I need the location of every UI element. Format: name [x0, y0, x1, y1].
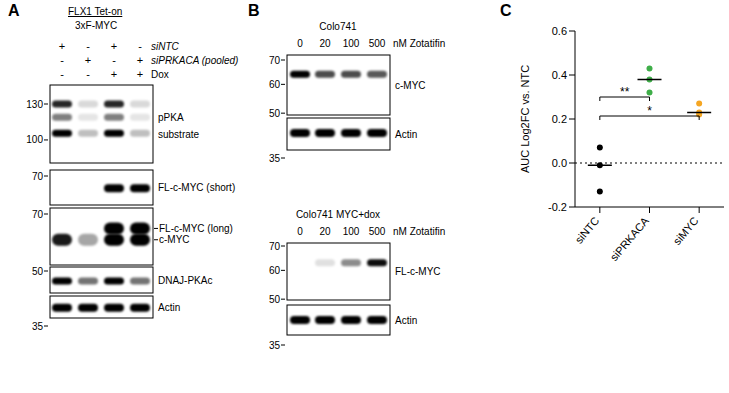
svg-text:FL-c-MYC: FL-c-MYC [395, 266, 441, 277]
svg-text:+: + [59, 40, 65, 52]
svg-text:35: 35 [269, 340, 281, 351]
svg-text:AUC Log2FC vs. NTC: AUC Log2FC vs. NTC [520, 65, 531, 173]
svg-text:+: + [111, 68, 117, 80]
svg-text:B: B [248, 2, 260, 19]
svg-text:**: ** [620, 85, 630, 99]
svg-text:130: 130 [26, 99, 43, 110]
svg-text:*: * [647, 104, 652, 118]
svg-text:0: 0 [297, 226, 303, 237]
svg-text:pPKA: pPKA [158, 112, 184, 123]
svg-text:50: 50 [32, 266, 44, 277]
svg-text:Actin: Actin [395, 315, 417, 326]
svg-text:FL-c-MYC (long): FL-c-MYC (long) [159, 223, 233, 234]
svg-text:-: - [138, 40, 142, 52]
svg-text:nM Zotatifin: nM Zotatifin [393, 226, 445, 237]
svg-text:3xF-MYC: 3xF-MYC [75, 20, 117, 31]
svg-text:0: 0 [297, 38, 303, 49]
svg-text:0.4: 0.4 [552, 69, 567, 81]
svg-text:-: - [60, 68, 64, 80]
svg-text:siMYC: siMYC [671, 215, 701, 248]
svg-text:FL-c-MYC (short): FL-c-MYC (short) [158, 182, 235, 193]
svg-text:+: + [137, 54, 143, 66]
svg-text:Dox: Dox [151, 69, 169, 80]
svg-text:35: 35 [32, 321, 44, 332]
svg-text:siNTC: siNTC [573, 215, 602, 246]
svg-text:A: A [8, 2, 20, 19]
svg-text:Colo741 MYC+dox: Colo741 MYC+dox [296, 209, 380, 220]
svg-text:-: - [86, 68, 90, 80]
svg-text:0.2: 0.2 [552, 113, 567, 125]
svg-text:20: 20 [319, 226, 331, 237]
svg-text:Colo741: Colo741 [319, 21, 357, 32]
svg-text:Actin: Actin [395, 129, 417, 140]
svg-text:-: - [60, 54, 64, 66]
svg-text:FLX1 Tet-on: FLX1 Tet-on [68, 6, 122, 17]
svg-text:Actin: Actin [158, 302, 180, 313]
svg-text:35: 35 [269, 153, 281, 164]
svg-text:100: 100 [343, 226, 360, 237]
svg-text:500: 500 [369, 38, 386, 49]
svg-text:-: - [112, 54, 116, 66]
svg-text:70: 70 [32, 171, 44, 182]
svg-text:100: 100 [26, 134, 43, 145]
svg-text:substrate: substrate [158, 129, 200, 140]
svg-text:50: 50 [269, 108, 281, 119]
svg-text:-0.2: -0.2 [548, 201, 567, 213]
svg-text:100: 100 [343, 38, 360, 49]
svg-text:+: + [111, 40, 117, 52]
svg-text:nM Zotatifin: nM Zotatifin [393, 38, 445, 49]
svg-text:c-MYC: c-MYC [159, 234, 190, 245]
svg-text:20: 20 [319, 38, 331, 49]
svg-text:+: + [85, 54, 91, 66]
svg-text:C: C [500, 2, 512, 19]
svg-text:siNTC: siNTC [151, 41, 180, 52]
svg-text:70: 70 [32, 209, 44, 220]
svg-text:0.6: 0.6 [552, 25, 567, 37]
svg-text:siPRKACA: siPRKACA [608, 214, 652, 263]
svg-text:60: 60 [269, 265, 281, 276]
svg-text:+: + [137, 68, 143, 80]
svg-text:60: 60 [269, 79, 281, 90]
svg-text:-: - [86, 40, 90, 52]
svg-text:c-MYC: c-MYC [395, 80, 426, 91]
svg-text:50: 50 [269, 294, 281, 305]
svg-text:siPRKACA (pooled): siPRKACA (pooled) [151, 55, 238, 66]
svg-text:DNAJ-PKAc: DNAJ-PKAc [158, 275, 212, 286]
svg-text:0.0: 0.0 [552, 157, 567, 169]
svg-text:500: 500 [369, 226, 386, 237]
svg-text:70: 70 [269, 55, 281, 66]
svg-text:70: 70 [269, 241, 281, 252]
